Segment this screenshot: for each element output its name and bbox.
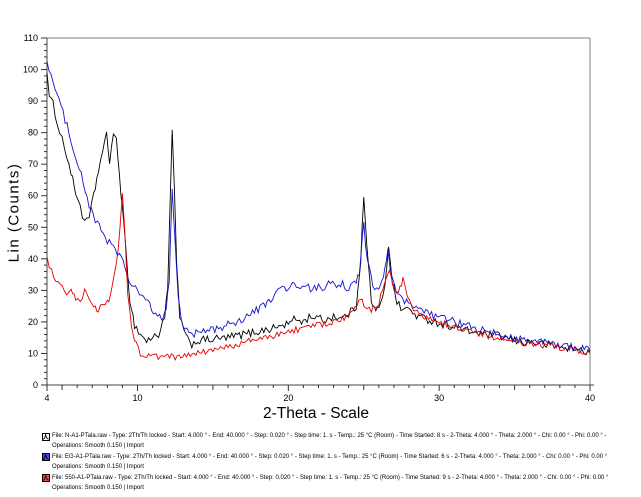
- legend-entry-operations: Operations: Smooth 0.150 | Import: [52, 464, 144, 471]
- y-tick-label: 110: [24, 33, 38, 43]
- xrd-plot: 0 10 20 30 40 50 60 70 80 90 100 110 4 10 20 30 40: [23, 33, 595, 403]
- legend-entry-params: File: N-A1-PTala.raw - Type: 2Th/Th lock…: [52, 433, 607, 439]
- series-swatch-icon: [42, 474, 50, 483]
- x-axis-title: 2-Theta - Scale: [263, 405, 369, 422]
- series-line-550-A1-PTala.raw: [46, 193, 591, 361]
- x-tick-label: 10: [132, 393, 142, 403]
- y-tick-label: 10: [28, 348, 38, 358]
- y-tick-label: 60: [28, 191, 38, 201]
- y-axis-title: Lin (Counts): [5, 162, 23, 263]
- y-tick-label: 90: [28, 96, 38, 106]
- x-tick-label: 4: [44, 393, 49, 403]
- legend-entry-glycolated: File: EG-A1-PTala.raw - Type: 2Th/Th loc…: [42, 452, 640, 473]
- plot-frame: [43, 37, 594, 386]
- legend-entry-operations: Operations: Smooth 0.150 | Import: [52, 443, 144, 450]
- y-tick-label: 70: [28, 159, 38, 169]
- y-tick-label: 80: [28, 128, 38, 138]
- legend-entry-operations: Operations: Smooth 0.150 | Import: [52, 485, 144, 492]
- legend-entry-heated: File: 550-A1-PTala.raw - Type: 2Th/Th lo…: [42, 473, 640, 494]
- x-tick-label: 40: [585, 393, 595, 403]
- legend-entry-natural: File: N-A1-PTala.raw - Type: 2Th/Th lock…: [42, 431, 640, 452]
- series-swatch-icon: [42, 432, 50, 441]
- y-tick-label: 30: [28, 285, 38, 295]
- scan-legend: File: N-A1-PTala.raw - Type: 2Th/Th lock…: [42, 431, 640, 493]
- y-tick-label: 0: [33, 380, 38, 390]
- x-axis: 4 10 20 30 40: [44, 385, 595, 403]
- y-tick-label: 50: [28, 222, 38, 232]
- series-line-N-A1-PTala.raw: [46, 72, 591, 356]
- x-tick-label: 30: [434, 393, 444, 403]
- series-lines: [46, 61, 591, 361]
- y-axis: 0 10 20 30 40 50 60 70 80 90 100 110: [23, 33, 47, 390]
- y-tick-label: 40: [28, 254, 38, 264]
- y-tick-label: 100: [23, 65, 38, 75]
- legend-entry-params: File: EG-A1-PTala.raw - Type: 2Th/Th loc…: [52, 453, 608, 460]
- legend-entry-params: File: 550-A1-PTala.raw - Type: 2Th/Th lo…: [52, 474, 609, 481]
- x-tick-label: 20: [283, 393, 293, 403]
- series-line-EG-A1-PTala.raw: [46, 61, 591, 354]
- series-swatch-icon: [42, 453, 50, 462]
- y-tick-label: 20: [28, 317, 38, 327]
